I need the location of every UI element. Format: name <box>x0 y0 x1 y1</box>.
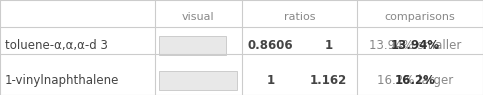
Text: 1-vinylnaphthalene: 1-vinylnaphthalene <box>5 74 119 87</box>
Text: visual: visual <box>182 12 214 22</box>
Text: toluene-α,α,α-d 3: toluene-α,α,α-d 3 <box>5 39 108 52</box>
Text: 1: 1 <box>267 74 274 87</box>
Text: ratios: ratios <box>284 12 315 22</box>
Text: comparisons: comparisons <box>385 12 455 22</box>
FancyBboxPatch shape <box>159 71 237 90</box>
Text: 16.2%: 16.2% <box>395 74 436 87</box>
FancyBboxPatch shape <box>159 36 226 55</box>
Text: 1: 1 <box>325 39 332 52</box>
Text: 13.94%: 13.94% <box>391 39 440 52</box>
Text: 16.2% larger: 16.2% larger <box>377 74 454 87</box>
Text: 0.8606: 0.8606 <box>248 39 293 52</box>
Text: 1.162: 1.162 <box>310 74 347 87</box>
Text: 13.94% smaller: 13.94% smaller <box>369 39 462 52</box>
